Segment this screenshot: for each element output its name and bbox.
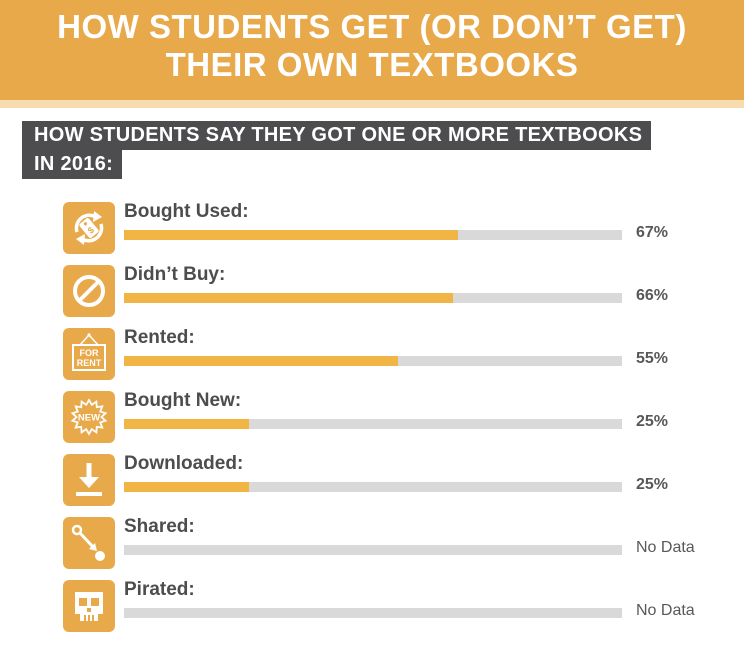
bar-track (124, 482, 622, 492)
new-badge-icon: NEW (63, 391, 115, 443)
chart-row-bought-used: $ Bought Used: 67% (0, 201, 744, 262)
svg-text:$: $ (86, 225, 96, 236)
category-label: Bought New: (124, 390, 242, 411)
data-label: 66% (636, 287, 669, 304)
category-label: Rented: (124, 327, 195, 348)
category-label: Bought Used: (124, 201, 249, 222)
recycle-price-tag-icon: $ (63, 202, 115, 254)
bar-track (124, 545, 622, 555)
subheading-line-1: HOW STUDENTS SAY THEY GOT ONE OR MORE TE… (22, 121, 652, 150)
header-banner: HOW STUDENTS GET (OR DON’T GET) THEIR OW… (0, 0, 744, 108)
bar (124, 419, 249, 429)
skull-icon (63, 580, 115, 632)
bar (124, 356, 398, 366)
category-label: Downloaded: (124, 453, 244, 474)
title-line-2: THEIR OWN TEXTBOOKS (165, 46, 579, 83)
chart-row-downloaded: Downloaded: 25% (0, 453, 744, 514)
data-label: No Data (636, 539, 695, 556)
download-icon (63, 454, 115, 506)
data-label: 25% (636, 413, 669, 430)
bar-track (124, 419, 622, 429)
new-badge-text: NEW (78, 413, 100, 424)
bar (124, 293, 453, 303)
for-rent-text-bottom: RENT (77, 358, 102, 368)
subheading-line-2: IN 2016: (22, 150, 123, 179)
chart-row-rented: FOR RENT Rented: 55% (0, 327, 744, 388)
data-label: 55% (636, 350, 669, 367)
data-label: No Data (636, 602, 695, 619)
title-line-1: HOW STUDENTS GET (OR DON’T GET) (57, 8, 687, 45)
chart-subheading: HOW STUDENTS SAY THEY GOT ONE OR MORE TE… (22, 121, 652, 179)
prohibited-icon (63, 265, 115, 317)
for-rent-text-top: FOR (80, 348, 99, 358)
share-arrow-icon (63, 517, 115, 569)
bar (124, 230, 458, 240)
bar (124, 482, 249, 492)
category-label: Pirated: (124, 579, 195, 600)
data-label: 25% (636, 476, 669, 493)
bar-track (124, 356, 622, 366)
category-label: Shared: (124, 516, 195, 537)
category-label: Didn’t Buy: (124, 264, 226, 285)
chart-row-pirated: Pirated: No Data (0, 579, 744, 640)
bar-track (124, 230, 622, 240)
for-rent-sign-icon: FOR RENT (63, 328, 115, 380)
chart-row-didnt-buy: Didn’t Buy: 66% (0, 264, 744, 325)
bar-track (124, 608, 622, 618)
data-label: 67% (636, 224, 669, 241)
chart-row-shared: Shared: No Data (0, 516, 744, 577)
chart-row-bought-new: NEW Bought New: 25% (0, 390, 744, 451)
bar-track (124, 293, 622, 303)
